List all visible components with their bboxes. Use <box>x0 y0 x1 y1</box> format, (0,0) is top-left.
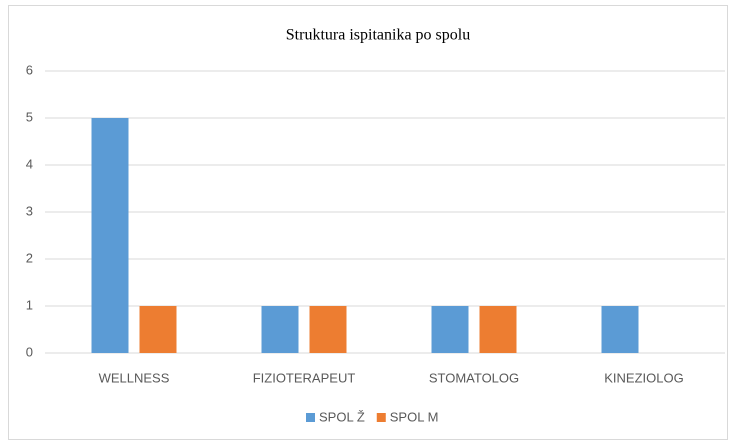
x-tick-label: KINEZIOLOG <box>604 370 683 385</box>
x-tick-label: FIZIOTERAPEUT <box>253 370 356 385</box>
y-tick-label: 1 <box>26 297 33 312</box>
x-tick-label: STOMATOLOG <box>429 370 519 385</box>
y-tick-label: 5 <box>26 109 33 124</box>
legend-label: SPOL Ž <box>319 409 365 424</box>
bar <box>601 306 639 353</box>
y-tick-label: 6 <box>26 62 33 77</box>
x-tick-label: WELLNESS <box>99 370 170 385</box>
y-tick-label: 4 <box>26 156 33 171</box>
bar <box>139 306 177 353</box>
legend-label: SPOL M <box>390 409 439 424</box>
legend-swatch <box>306 413 315 422</box>
y-tick-label: 3 <box>26 203 33 218</box>
bar <box>431 306 469 353</box>
bar <box>91 118 129 353</box>
legend-swatch <box>376 413 386 422</box>
chart-title: Struktura ispitanika po spolu <box>286 27 470 44</box>
bar <box>479 306 517 353</box>
bar <box>309 306 347 353</box>
y-tick-label: 2 <box>26 250 33 265</box>
y-tick-label: 0 <box>26 344 33 359</box>
bar <box>261 306 299 353</box>
